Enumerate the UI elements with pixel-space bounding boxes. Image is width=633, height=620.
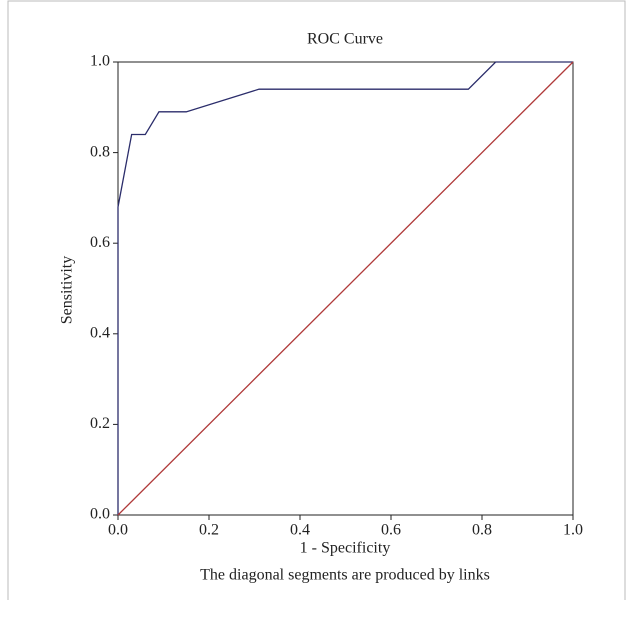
- frame: [7, 0, 626, 600]
- y-tick-label: 0.6: [90, 234, 110, 251]
- y-tick-label: 0.0: [90, 506, 110, 523]
- x-tick-label: 1.0: [563, 522, 583, 539]
- x-tick-label: 0.2: [199, 522, 219, 539]
- y-tick-label: 0.2: [90, 415, 110, 432]
- x-tick-label: 0.6: [381, 522, 401, 539]
- chart-title: ROC Curve: [307, 31, 383, 48]
- roc-line: [117, 61, 573, 515]
- y-tick-label: 0.4: [90, 324, 110, 341]
- note: The diagonal segments are produced by li…: [200, 567, 490, 584]
- x-tick-label: 0.0: [108, 522, 128, 539]
- x-tick-label: 0.4: [290, 522, 310, 539]
- y-tick-label: 1.0: [90, 53, 110, 70]
- y-tick-label: 0.8: [90, 143, 110, 160]
- roc-line: [117, 61, 574, 516]
- x-axis-label: 1 - Specificity: [300, 540, 391, 557]
- x-tick-label: 0.8: [472, 522, 492, 539]
- y-axis-label: Sensitivity: [59, 256, 76, 324]
